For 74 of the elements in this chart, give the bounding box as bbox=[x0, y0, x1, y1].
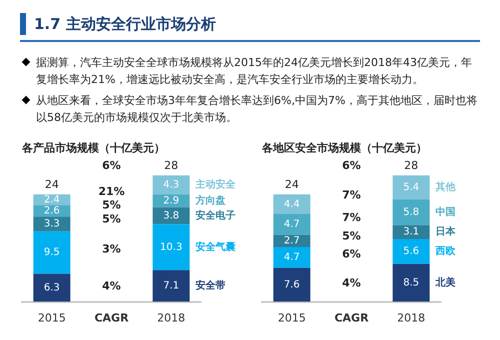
series-label: 安全带 bbox=[196, 280, 226, 292]
data-label: 2.7 bbox=[284, 236, 300, 247]
data-label: 2.9 bbox=[163, 195, 180, 206]
data-label: 2.4 bbox=[44, 194, 60, 206]
series-label: 方向盘 bbox=[194, 194, 226, 206]
annotation: 7% bbox=[342, 211, 361, 224]
data-label: 3.3 bbox=[44, 218, 60, 230]
bar bbox=[273, 214, 310, 235]
bar bbox=[152, 194, 190, 208]
bar bbox=[33, 274, 70, 302]
series-label: 主动安全 bbox=[194, 178, 237, 190]
bar bbox=[392, 238, 430, 264]
total-label: 28 bbox=[404, 159, 418, 172]
data-label: 4.3 bbox=[163, 179, 180, 190]
series-label: 安全电子 bbox=[196, 209, 236, 222]
annotation: 5% bbox=[102, 212, 121, 226]
text: 6% bbox=[342, 159, 361, 172]
bar bbox=[33, 231, 70, 274]
text: 据测算，汽车主动安全全球市场规模将从2015年的24亿美元增长到2018年43亿美元，年复增长率为21%，增速远比被动安全高，是汽车安全行业市场的主要增长动力。 bbox=[36, 55, 473, 88]
annotation: 4% bbox=[102, 280, 121, 293]
annotation: 5% bbox=[102, 198, 121, 212]
bar bbox=[392, 199, 430, 226]
data-label: 2.6 bbox=[44, 205, 60, 216]
data-label: 10.3 bbox=[160, 242, 182, 253]
series-label: 日本 bbox=[436, 226, 457, 238]
text: 从地区来看，全球安全市场3年年复合增长率达到6%,中国为7%，高于其他地区，届时也将以58亿美元的市场规模仅次于北美市场。 bbox=[36, 93, 478, 126]
data-label: 6.3 bbox=[44, 282, 60, 294]
chart-title: 各产品市场规模（十亿美元） bbox=[21, 141, 165, 154]
bar bbox=[273, 194, 310, 214]
data-label: 7.6 bbox=[284, 279, 300, 290]
bar bbox=[392, 264, 430, 302]
series-label: 西欧 bbox=[434, 245, 457, 258]
chart-title: 各地区安全市场规模（十亿美元） bbox=[261, 141, 427, 154]
series-label: 中国 bbox=[436, 206, 456, 218]
text: 1.7 主动安全行业市场分析 bbox=[34, 14, 216, 34]
data-label: 5.8 bbox=[403, 206, 420, 218]
bar bbox=[152, 175, 190, 194]
bar bbox=[152, 224, 190, 270]
x-tick-label: CAGR bbox=[94, 311, 130, 324]
annotation: 5% bbox=[342, 229, 361, 242]
data-label: 4.4 bbox=[284, 198, 300, 210]
bar bbox=[33, 216, 70, 232]
series-label: 北美 bbox=[434, 276, 456, 288]
total-label: 24 bbox=[284, 178, 299, 192]
bar bbox=[152, 270, 190, 302]
x-tick-label: 2015 bbox=[38, 311, 66, 324]
data-label: 8.5 bbox=[403, 277, 420, 288]
x-tick-label: 2018 bbox=[157, 311, 186, 324]
series-label: 安全气囊 bbox=[196, 240, 236, 253]
data-label: 5.6 bbox=[403, 246, 420, 258]
data-label: 3.8 bbox=[163, 210, 180, 222]
total-label: 24 bbox=[44, 178, 59, 192]
text: 6% bbox=[102, 159, 121, 172]
data-label: 9.5 bbox=[44, 247, 60, 258]
annotation: 21% bbox=[98, 185, 125, 198]
bar bbox=[273, 246, 310, 268]
bar bbox=[273, 234, 310, 247]
x-tick-label: 2018 bbox=[397, 311, 426, 324]
data-label: 3.1 bbox=[403, 226, 420, 238]
annotation: 6% bbox=[342, 247, 361, 260]
data-label: 5.4 bbox=[403, 182, 420, 193]
annotation: 7% bbox=[342, 188, 361, 202]
annotation: 4% bbox=[342, 276, 361, 290]
bar bbox=[273, 268, 310, 302]
total-label: 28 bbox=[164, 159, 178, 172]
series-label: 其他 bbox=[434, 180, 457, 193]
x-tick-label: CAGR bbox=[334, 311, 370, 324]
bar bbox=[392, 175, 430, 200]
x-tick-label: 2015 bbox=[278, 311, 306, 324]
data-label: 4.7 bbox=[284, 219, 300, 230]
bar bbox=[392, 225, 430, 239]
data-label: 7.1 bbox=[163, 280, 180, 292]
annotation: 3% bbox=[102, 242, 121, 256]
data-label: 4.7 bbox=[284, 252, 300, 264]
